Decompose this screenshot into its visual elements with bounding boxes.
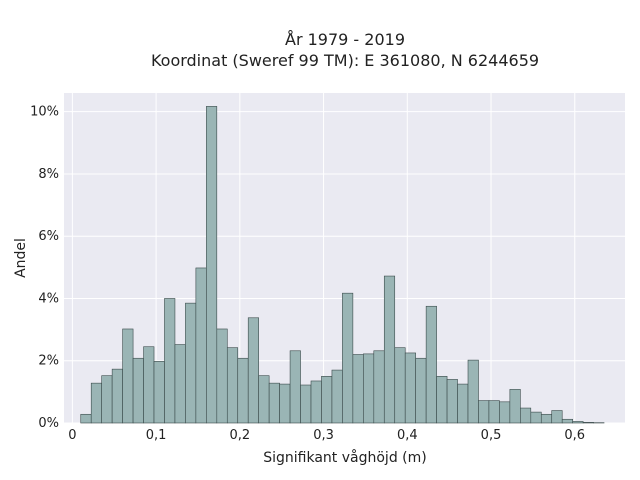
y-tick-label: 8% [38, 167, 59, 182]
histogram-bar [520, 407, 532, 424]
histogram-bar [111, 368, 123, 424]
histogram-bar [457, 383, 469, 424]
histogram-bar [352, 354, 364, 424]
histogram-bar [404, 352, 416, 424]
y-axis-label: Andel [13, 238, 29, 278]
histogram-bar [289, 350, 301, 424]
histogram-bar [321, 376, 333, 424]
histogram-bar [101, 375, 113, 424]
histogram-bar [383, 275, 396, 424]
y-axis-ticks: 0% 2% 4% 6% 8% 10% [30, 105, 59, 431]
x-tick-label: 0,4 [397, 428, 418, 443]
y-tick-label: 6% [38, 229, 59, 244]
histogram-bar [237, 357, 249, 424]
histogram-bar [268, 382, 280, 424]
histogram-bar [342, 292, 354, 424]
histogram-bar [195, 267, 207, 424]
chart-subtitle: Koordinat (Sweref 99 TM): E 361080, N 62… [151, 51, 539, 70]
histogram-bar [279, 383, 291, 424]
histogram-bar [446, 379, 458, 424]
histogram-bar [258, 375, 270, 424]
histogram-bar [363, 353, 375, 424]
y-tick-label: 2% [38, 354, 59, 369]
histogram-bar [530, 411, 542, 424]
x-axis-ticks: 0 0,1 0,2 0,3 0,4 0,5 0,6 [68, 428, 585, 443]
x-tick-label: 0,5 [481, 428, 502, 443]
histogram-bar [425, 305, 437, 424]
histogram-bar [153, 361, 165, 424]
histogram-bar [174, 344, 186, 424]
histogram-bar [185, 302, 197, 424]
histogram-bar [310, 380, 322, 424]
y-tick-label: 0% [38, 416, 59, 431]
histogram-bar [132, 357, 144, 424]
histogram-bar [540, 413, 553, 424]
x-tick-label: 0 [68, 428, 76, 443]
x-tick-label: 0,1 [146, 428, 167, 443]
histogram-bar [206, 106, 218, 424]
histogram-bar [331, 369, 343, 424]
bars [80, 106, 605, 424]
histogram-bar [226, 347, 239, 424]
histogram-bar [164, 298, 176, 424]
histogram-bar [551, 410, 563, 424]
histogram-bar [582, 422, 594, 424]
histogram-bar [436, 376, 448, 424]
histogram-bar [300, 384, 312, 424]
histogram-bar [90, 382, 102, 424]
histogram-bar [415, 357, 427, 424]
histogram-bar [373, 350, 385, 424]
histogram-bar [216, 328, 228, 424]
histogram-bar [499, 401, 511, 424]
histogram-bar [509, 389, 521, 424]
histogram-bar [488, 400, 500, 424]
histogram-bar [561, 418, 573, 424]
histogram-bar [80, 413, 92, 424]
y-tick-label: 10% [30, 105, 59, 120]
chart-title: År 1979 - 2019 [285, 30, 405, 49]
x-tick-label: 0,2 [229, 428, 250, 443]
x-axis-label: Signifikant våghöjd (m) [263, 449, 426, 466]
histogram-bar [394, 347, 406, 424]
histogram-bar [478, 400, 490, 424]
x-tick-label: 0,6 [564, 428, 585, 443]
histogram-bar [247, 317, 259, 424]
histogram-bar [143, 346, 155, 424]
x-tick-label: 0,3 [313, 428, 334, 443]
histogram-bar [122, 328, 134, 424]
y-tick-label: 4% [38, 291, 59, 306]
histogram-bar [572, 421, 584, 424]
histogram-bar [467, 359, 479, 424]
